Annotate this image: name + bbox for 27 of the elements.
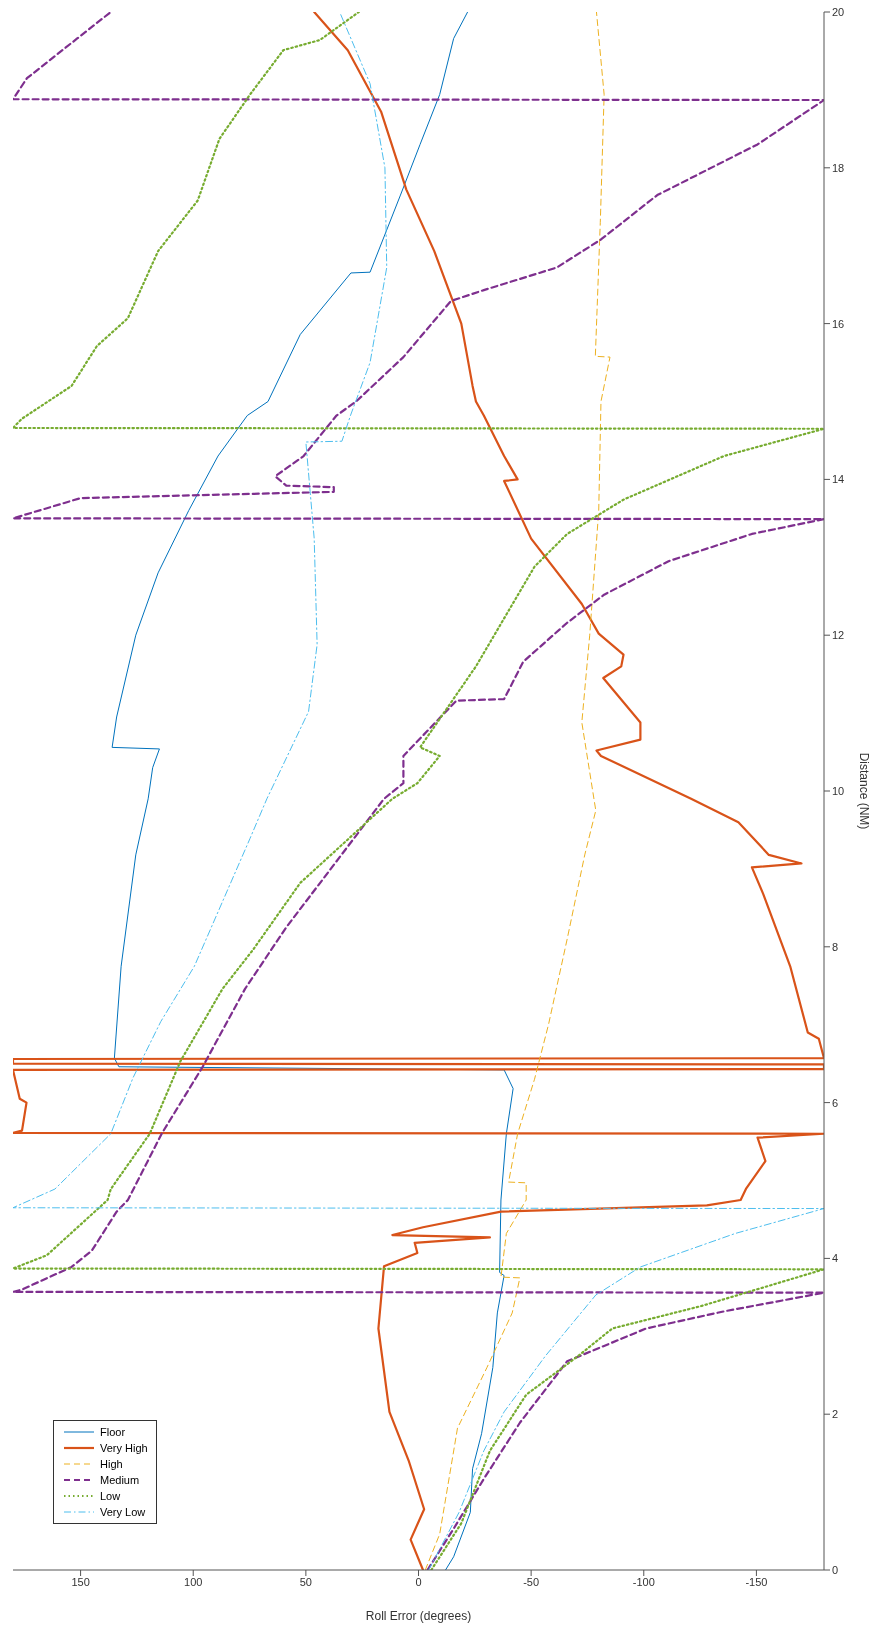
y-tick-label: 6 bbox=[832, 1096, 839, 1109]
y-tick-label: 20 bbox=[832, 5, 845, 18]
line-series bbox=[424, 12, 611, 1570]
legend-label: Medium bbox=[100, 1474, 140, 1486]
x-tick-label: 50 bbox=[299, 1575, 312, 1588]
y-tick-label: 8 bbox=[832, 940, 839, 953]
y-tick-label: 10 bbox=[832, 784, 845, 797]
x-axis-title: Roll Error (degrees) bbox=[365, 1609, 472, 1623]
y-tick-label: 18 bbox=[832, 161, 845, 174]
x-tick-label: -50 bbox=[523, 1575, 540, 1588]
y-axis-title: Distance (NM) bbox=[856, 752, 871, 830]
y-tick-label: 16 bbox=[832, 317, 845, 330]
y-tick-label: 0 bbox=[832, 1563, 839, 1576]
x-tick-label: 150 bbox=[71, 1575, 90, 1588]
y-tick-label: 2 bbox=[832, 1408, 839, 1421]
y-tick-label: 14 bbox=[832, 473, 845, 486]
y-tick-label: 4 bbox=[832, 1252, 839, 1265]
legend-label: Very Low bbox=[100, 1506, 146, 1518]
x-tick-label: -100 bbox=[632, 1575, 655, 1588]
x-tick-label: 0 bbox=[415, 1575, 422, 1588]
legend-label: High bbox=[100, 1458, 123, 1470]
legend-label: Very High bbox=[100, 1442, 148, 1454]
y-tick-label: 12 bbox=[832, 629, 845, 642]
x-tick-label: -150 bbox=[745, 1575, 768, 1588]
legend-label: Floor bbox=[100, 1426, 126, 1438]
legend-label: Low bbox=[100, 1490, 121, 1502]
x-tick-label: 100 bbox=[184, 1575, 203, 1588]
